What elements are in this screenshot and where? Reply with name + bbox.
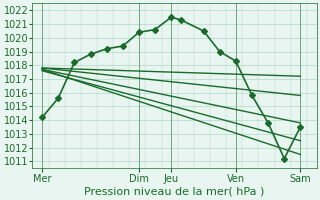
X-axis label: Pression niveau de la mer( hPa ): Pression niveau de la mer( hPa ) xyxy=(84,187,265,197)
